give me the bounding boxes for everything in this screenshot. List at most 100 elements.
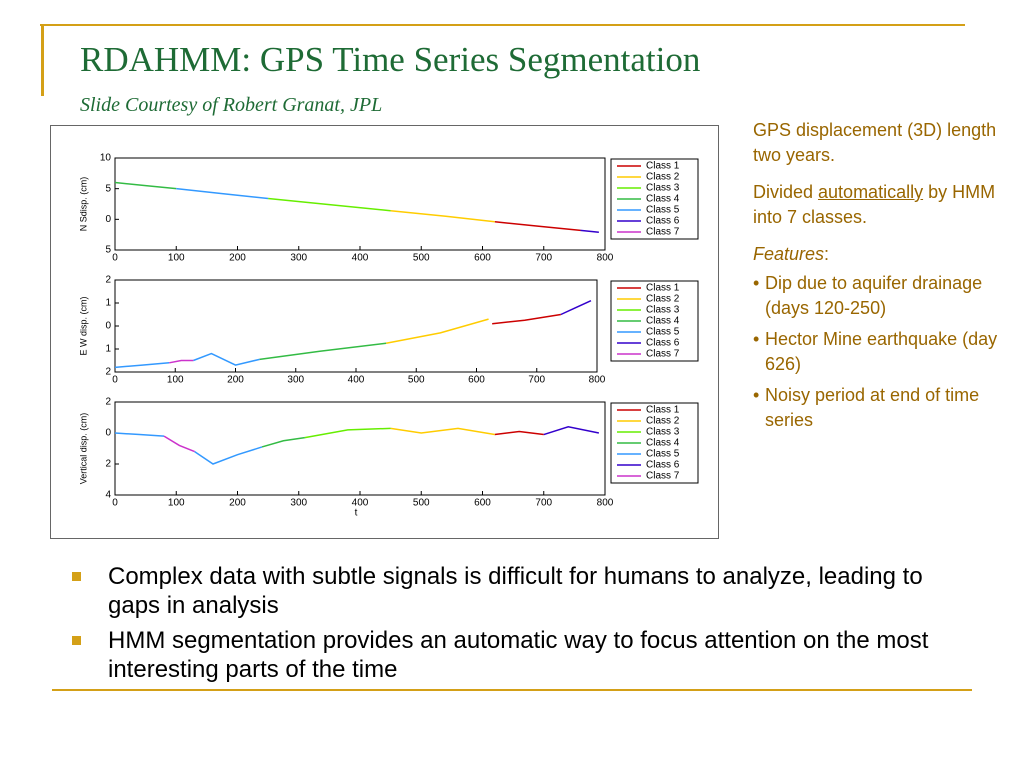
series-line — [261, 436, 305, 448]
features-heading: Features: — [753, 242, 1003, 267]
bottom-rule — [52, 689, 972, 691]
x-tick-label: 0 — [112, 253, 118, 264]
text: by HMM into 7 classes. — [753, 182, 996, 227]
x-tick-label: 400 — [348, 375, 365, 386]
x-tick-label: 200 — [229, 498, 246, 509]
series-line — [390, 427, 495, 436]
series-line — [114, 352, 260, 369]
top-rule — [40, 24, 965, 26]
y-tick-label: 2 — [105, 459, 111, 470]
y-tick-label: 5 — [105, 183, 111, 194]
y-tick-label: 1 — [105, 298, 111, 309]
feature: Noisy period at end of time series — [753, 383, 1003, 433]
x-tick-label: 400 — [352, 498, 369, 509]
left-rule — [41, 24, 44, 96]
note: GPS displacement (3D) length two years. — [753, 120, 997, 165]
y-tick-label: 4 — [105, 490, 111, 501]
y-tick-label: 5 — [105, 245, 111, 256]
emphasis: automatically — [818, 182, 924, 202]
x-tick-label: 700 — [535, 498, 552, 509]
x-tick-label: 300 — [290, 498, 307, 509]
x-tick-label: 600 — [474, 498, 491, 509]
y-tick-label: 0 — [105, 321, 111, 332]
series-line — [268, 197, 391, 212]
series-line — [543, 426, 600, 436]
legend-label: Class 6 — [646, 338, 680, 349]
x-tick-label: 500 — [408, 375, 425, 386]
series-line — [385, 318, 489, 344]
x-tick-label: 100 — [168, 498, 185, 509]
x-tick-label: 600 — [468, 375, 485, 386]
legend-label: Class 5 — [646, 327, 680, 338]
y-tick-label: 0 — [105, 428, 111, 439]
series-line — [560, 300, 592, 316]
series-line — [176, 187, 269, 200]
series-line — [494, 430, 544, 436]
plot-area — [114, 279, 598, 373]
text: Features — [753, 244, 825, 264]
legend-label: Class 1 — [646, 405, 680, 416]
legend-label: Class 7 — [646, 349, 680, 360]
x-tick-label: 800 — [589, 375, 606, 386]
series-line — [390, 210, 495, 223]
bullet-list: Complex data with subtle signals is diff… — [72, 562, 972, 690]
y-axis-label: E W disp. (cm) — [78, 296, 88, 355]
x-tick-label: 700 — [528, 375, 545, 386]
bullet: Complex data with subtle signals is diff… — [72, 562, 972, 620]
legend-label: Class 7 — [646, 227, 680, 238]
side-notes: GPS displacement (3D) length two years. … — [753, 118, 1003, 439]
legend-label: Class 6 — [646, 460, 680, 471]
x-tick-label: 700 — [535, 253, 552, 264]
bullet: HMM segmentation provides an automatic w… — [72, 626, 972, 684]
legend-label: Class 2 — [646, 416, 680, 427]
legend-label: Class 7 — [646, 471, 680, 482]
x-tick-label: 100 — [167, 375, 184, 386]
figure-frame — [50, 125, 719, 539]
legend-label: Class 4 — [646, 438, 680, 449]
y-tick-label: 1 — [105, 344, 111, 355]
note: Divided automatically by HMM into 7 clas… — [753, 180, 1003, 230]
legend-label: Class 3 — [646, 305, 680, 316]
x-tick-label: 300 — [287, 375, 304, 386]
x-tick-label: 100 — [168, 253, 185, 264]
x-tick-label: 800 — [597, 253, 614, 264]
x-tick-label: 300 — [290, 253, 307, 264]
x-tick-label: 200 — [227, 375, 244, 386]
legend-label: Class 1 — [646, 161, 680, 172]
series-line — [114, 181, 177, 190]
x-tick-label: 500 — [413, 498, 430, 509]
y-axis-label: N Sdisp. (cm) — [78, 177, 88, 232]
y-tick-label: 2 — [105, 367, 111, 378]
x-tick-label: 0 — [112, 375, 118, 386]
x-tick-label: 400 — [352, 253, 369, 264]
legend-label: Class 5 — [646, 449, 680, 460]
x-tick-label: 500 — [413, 253, 430, 264]
series-line — [114, 432, 263, 465]
series-line — [492, 313, 561, 325]
legend-label: Class 3 — [646, 427, 680, 438]
x-tick-label: 800 — [597, 498, 614, 509]
series-line — [494, 221, 581, 232]
legend-label: Class 3 — [646, 183, 680, 194]
series-line — [259, 342, 387, 361]
plot-area — [114, 157, 606, 251]
y-tick-label: 10 — [100, 153, 112, 164]
feature-list: Dip due to aquifer drainage (days 120-25… — [753, 271, 1003, 433]
legend-label: Class 2 — [646, 294, 680, 305]
x-tick-label: 600 — [474, 253, 491, 264]
series-line — [304, 427, 391, 439]
series-line — [169, 359, 194, 364]
legend-label: Class 1 — [646, 283, 680, 294]
y-tick-label: 2 — [105, 275, 111, 286]
text: Divided — [753, 182, 819, 202]
legend-label: Class 4 — [646, 316, 680, 327]
series-line — [580, 229, 599, 233]
subtitle: Slide Courtesy of Robert Granat, JPL — [80, 94, 383, 116]
series-line — [163, 435, 195, 453]
legend-label: Class 5 — [646, 205, 680, 216]
x-tick-label: 0 — [112, 498, 118, 509]
feature: Hector Mine earthquake (day 626) — [753, 327, 1003, 377]
y-axis-label: Vertical disp. (cm) — [78, 413, 88, 485]
